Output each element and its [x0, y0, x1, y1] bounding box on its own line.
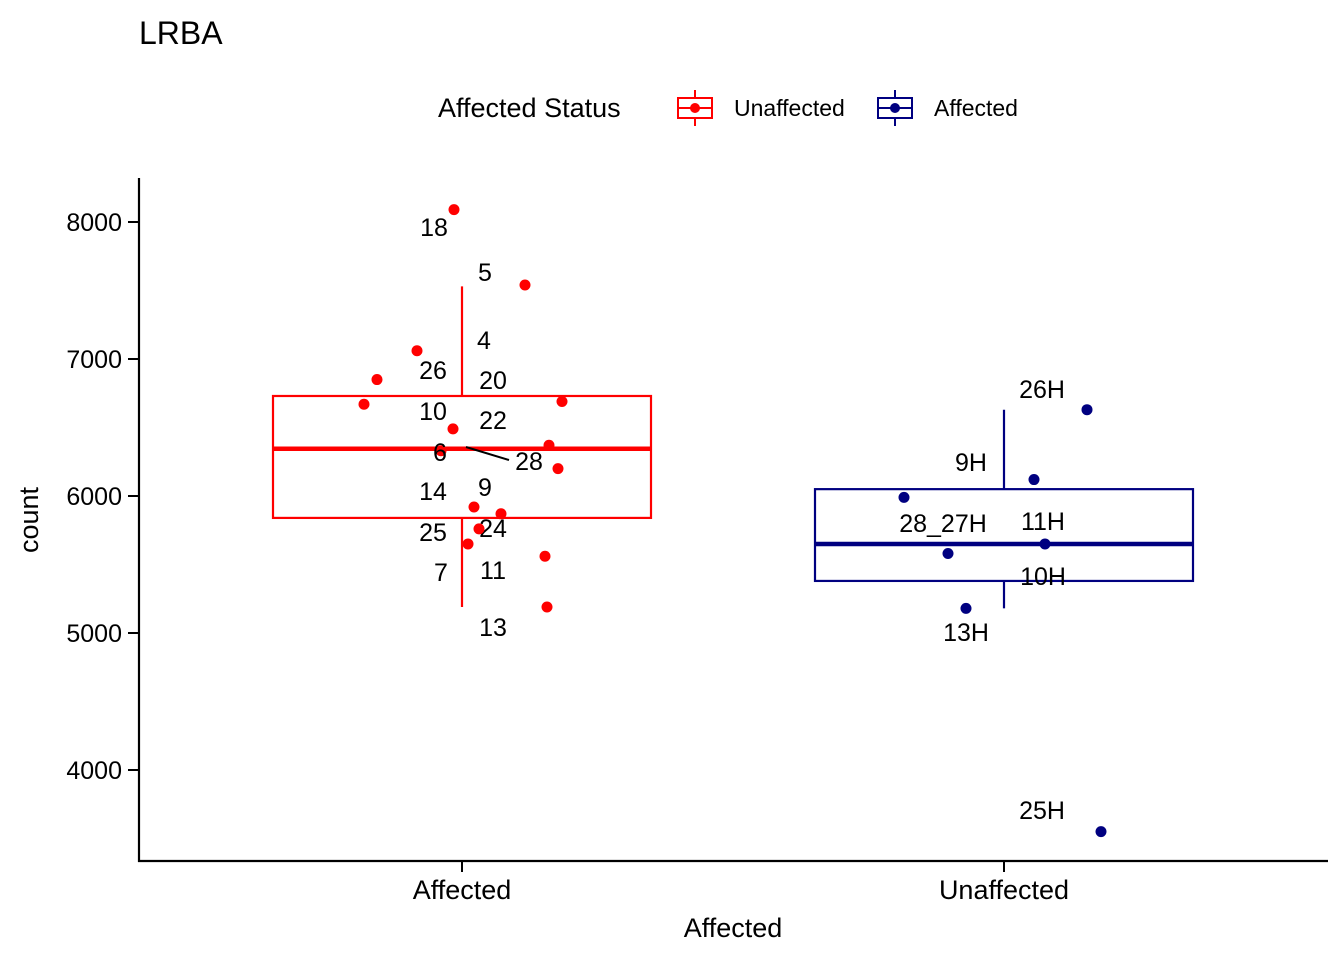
point-label: 13	[479, 614, 507, 642]
data-point	[495, 508, 507, 520]
box-iqr	[271, 394, 653, 520]
legend-label: Unaffected	[734, 95, 845, 121]
chart-title: LRBA	[139, 15, 223, 51]
data-point	[519, 279, 531, 291]
data-point	[358, 398, 370, 410]
point-label: 7	[434, 559, 448, 587]
point-label: 14	[419, 478, 447, 506]
data-point	[473, 523, 485, 535]
data-point	[1039, 538, 1051, 550]
point-label: 26	[419, 357, 447, 385]
data-point	[468, 501, 480, 513]
point-label: 4	[477, 327, 491, 355]
point-label: 9	[478, 474, 492, 502]
legend-entry: Unaffected	[677, 90, 845, 126]
data-point	[556, 395, 568, 407]
data-point	[541, 601, 553, 613]
data-point	[371, 374, 383, 386]
label-leader-line	[465, 446, 510, 461]
data-point	[539, 550, 551, 562]
x-axis-label: Affected	[684, 913, 783, 943]
data-point	[435, 445, 447, 457]
x-tick-label: Unaffected	[939, 875, 1069, 905]
data-point	[448, 204, 460, 216]
data-point	[462, 538, 474, 550]
data-point	[1095, 826, 1107, 838]
point-label: 28_27H	[899, 510, 987, 538]
data-point	[552, 463, 564, 475]
box-iqr	[813, 488, 1195, 583]
point-label: 25	[419, 519, 447, 547]
y-tick-label: 4000	[66, 757, 122, 785]
legend-label: Affected	[934, 95, 1018, 121]
point-label: 5	[478, 259, 492, 287]
point-label: 25H	[1019, 797, 1065, 825]
data-point	[1081, 404, 1093, 416]
legend-key-point	[890, 103, 900, 113]
y-tick-label: 7000	[66, 346, 122, 374]
data-point	[447, 423, 459, 435]
data-point	[411, 345, 423, 357]
legend-title: Affected Status	[438, 93, 621, 123]
y-tick-label: 6000	[66, 483, 122, 511]
y-tick-label: 5000	[66, 620, 122, 648]
data-point	[960, 602, 972, 614]
point-label: 26H	[1019, 376, 1065, 404]
point-label: 10H	[1020, 563, 1066, 591]
point-label: 10	[419, 398, 447, 426]
y-axis-label: count	[14, 486, 44, 553]
point-label: 18	[420, 214, 448, 242]
legend-entry: Affected	[877, 90, 1018, 126]
y-tick-label: 8000	[66, 209, 122, 237]
data-point	[1028, 474, 1040, 486]
point-label: 20	[479, 367, 507, 395]
point-label: 6	[433, 439, 447, 467]
legend: Affected Status Unaffected Affected	[438, 90, 1018, 126]
box-group: 26H 9H 28_27H 11H 10H 13H 25H	[813, 376, 1195, 838]
data-point	[543, 439, 555, 451]
data-point	[942, 548, 954, 560]
x-tick-label: Affected	[413, 875, 512, 905]
point-label: 28	[515, 448, 543, 476]
point-label: 9H	[955, 449, 987, 477]
point-label: 22	[479, 407, 507, 435]
legend-key-point	[690, 103, 700, 113]
data-point	[898, 491, 910, 503]
point-label: 13H	[943, 619, 989, 647]
point-label: 11H	[1021, 508, 1065, 536]
point-label: 11	[480, 557, 506, 585]
